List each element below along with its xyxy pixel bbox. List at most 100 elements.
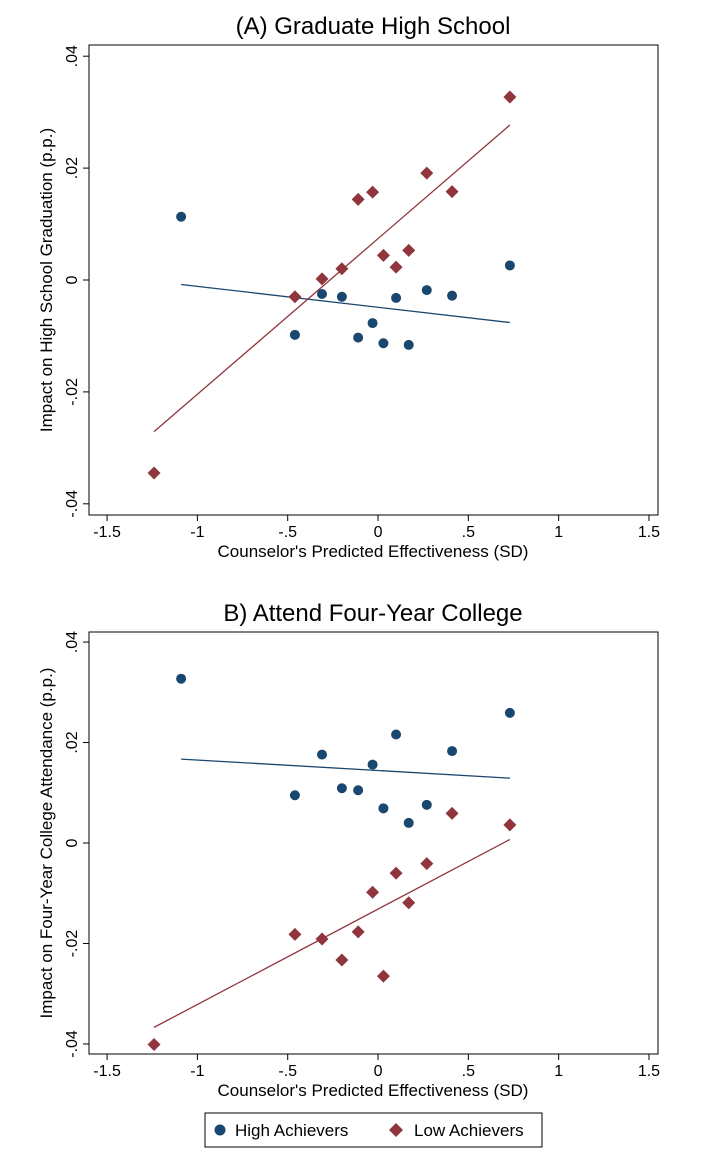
panel-b-high-achievers-point [317,749,328,760]
panel-a-high-achievers-point [317,288,328,299]
panel-a-title: (A) Graduate High School [236,13,511,40]
legend: High Achievers Low Achievers [204,1112,543,1148]
panel-a-y-tick-label: -.02 [64,378,81,406]
panel-b-low-achievers-point [503,818,517,832]
panel-a-y-tick-label: .04 [64,45,81,67]
panel-b-y-tick-label: -.04 [64,1030,81,1058]
panel-b-data-points [147,673,517,1051]
panel-b-high-achievers-point [421,799,432,810]
panel-b-high-achievers-point [367,759,378,770]
panel-a-x-tick-label: 1.5 [638,524,660,541]
panel-a-low-achievers-point [445,185,459,199]
panel-a-high-achievers-point [289,329,300,340]
panel-b-x-tick-label: -1 [190,1063,204,1080]
panel-b-high-achievers-point [176,673,187,684]
panel-a-y-tick-label: .02 [64,157,81,179]
panel-a-fit-lines [153,124,511,433]
panel-a-x-tick-label: -1.5 [93,524,121,541]
panel-b-x-tick-label: 1.5 [638,1063,660,1080]
panel-b: B) Attend Four-Year College -1.5 -1 -.5 0 .5… [37,600,660,1100]
panel-b-low-achievers-point [376,969,390,983]
panel-b-low-achievers-point [315,932,329,946]
panel-b-y-tick-label: 0 [64,838,81,847]
panel-b-low-achievers-point [402,896,416,910]
panel-b-high-achievers-point [378,803,389,814]
panel-b-x-tick-label: -.5 [278,1063,297,1080]
legend-low-achievers-marker [389,1123,403,1137]
panel-b-low-achievers-point [335,953,349,967]
panel-a-y-tick-label: -.04 [64,490,81,518]
panel-a-low-achievers-point [315,272,329,286]
legend-low-achievers-label: Low Achievers [414,1121,524,1140]
panel-b-high-achievers-point [289,790,300,801]
panel-a-x-axis: -1.5 -1 -.5 0 .5 1 1.5 [93,515,660,541]
panel-b-high-achievers-point [391,729,402,740]
panel-b-x-tick-label: -1.5 [93,1063,121,1080]
panel-a-low-achievers-point [402,243,416,257]
panel-b-high-achievers-point [353,785,364,796]
panel-b-x-tick-label: 1 [554,1063,563,1080]
panel-a-x-tick-label: -1 [190,524,204,541]
panel-a-low-achievers-point [366,185,380,199]
panel-a-low-achievers-point [288,290,302,304]
panel-b-y-tick-label: -.02 [64,930,81,958]
panel-b-low-achievers-point [351,925,365,939]
panel-a-low-achievers-point [376,248,390,262]
panel-b-low-achievers-point [389,866,403,880]
panel-a-low-achievers-point [335,262,349,276]
panel-a-x-axis-title: Counselor's Predicted Effectiveness (SD) [218,542,529,561]
panel-a-high-achievers-point [447,290,458,301]
panel-b-low-achievers-fit-line [153,838,511,1028]
panel-b-high-achievers-fit-line [181,758,510,779]
panel-b-y-axis-title: Impact on Four-Year College Attendance (… [37,668,56,1019]
panel-b-low-achievers-point [366,885,380,899]
panel-b-y-axis: -.04 -.02 0 .02 .04 [64,631,89,1058]
panel-a-high-achievers-point [378,338,389,349]
panel-a-high-achievers-fit-line [181,283,510,324]
panel-a-y-tick-label: 0 [64,275,81,284]
panel-a-low-achievers-point [389,260,403,274]
panel-a-high-achievers-point [403,339,414,350]
panel-a-low-achievers-point [147,466,161,480]
panel-b-x-tick-label: .5 [462,1063,475,1080]
panel-a-plot-frame [88,44,659,516]
panel-a-y-axis: -.04 -.02 0 .02 .04 [64,45,89,518]
panel-a-low-achievers-point [503,90,517,104]
panel-a-data-points [147,90,517,480]
panel-b-high-achievers-point [336,783,347,794]
panel-a-high-achievers-point [391,292,402,303]
panel-a-y-axis-title: Impact on High School Graduation (p.p.) [37,128,56,432]
panel-a: (A) Graduate High School -1.5 -1 -.5 0 .5 1 1.… [37,13,660,561]
panel-b-title: B) Attend Four-Year College [223,600,522,627]
panel-a-high-achievers-point [336,291,347,302]
panel-b-y-tick-label: .04 [64,631,81,653]
panel-b-x-tick-label: 0 [374,1063,383,1080]
legend-box [204,1112,543,1148]
panel-b-y-tick-label: .02 [64,731,81,753]
panel-b-high-achievers-point [403,817,414,828]
panel-a-high-achievers-point [367,318,378,329]
panel-a-low-achievers-fit-line [153,124,511,433]
panel-b-x-axis: -1.5 -1 -.5 0 .5 1 1.5 [93,1054,660,1080]
panel-b-high-achievers-point [504,707,515,718]
panel-a-high-achievers-point [176,211,187,222]
legend-high-achievers-marker [214,1124,226,1136]
panel-a-x-tick-label: .5 [462,524,475,541]
panel-b-low-achievers-point [147,1037,161,1051]
panel-a-x-tick-label: 1 [554,524,563,541]
panel-b-plot-frame [88,631,659,1055]
panel-a-x-tick-label: -.5 [278,524,297,541]
panel-b-low-achievers-point [445,806,459,820]
panel-b-x-axis-title: Counselor's Predicted Effectiveness (SD) [218,1081,529,1100]
panel-b-high-achievers-point [447,746,458,757]
panel-a-high-achievers-point [504,260,515,271]
legend-high-achievers-label: High Achievers [235,1121,348,1140]
panel-a-high-achievers-point [421,285,432,296]
panel-b-low-achievers-point [288,927,302,941]
panel-a-low-achievers-point [351,192,365,206]
panel-a-high-achievers-point [353,332,364,343]
panel-b-low-achievers-point [420,857,434,871]
panel-a-x-tick-label: 0 [374,524,383,541]
panel-b-fit-lines [153,758,511,1028]
